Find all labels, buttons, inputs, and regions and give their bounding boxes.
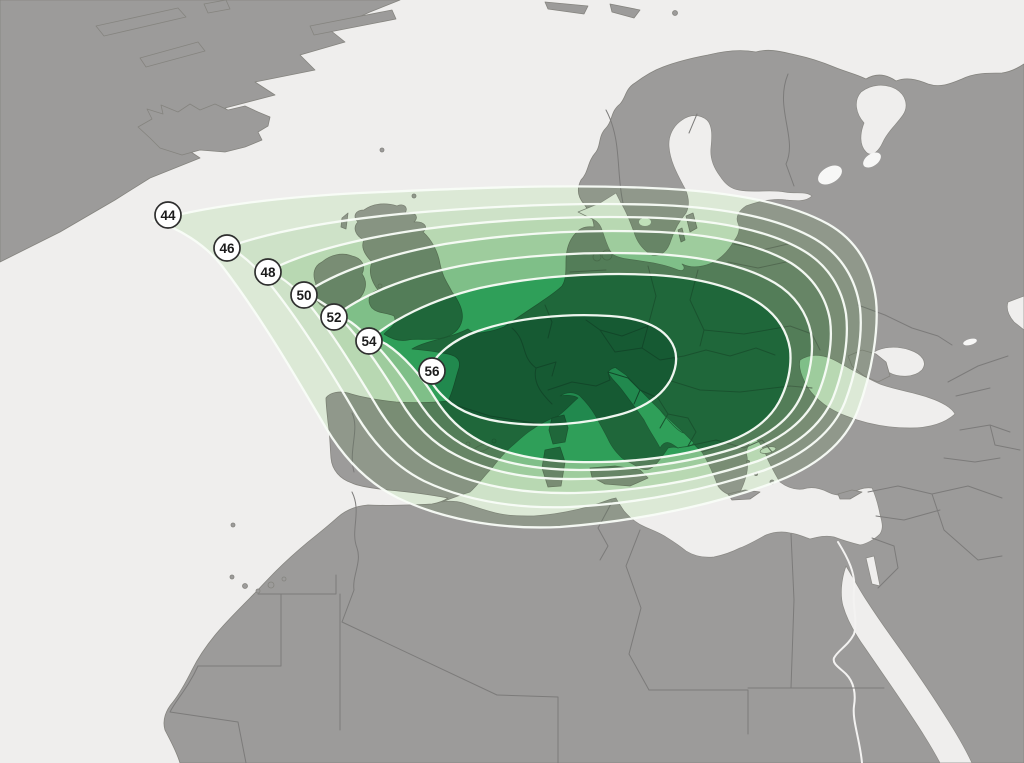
contour-badge-circle bbox=[320, 303, 348, 331]
lake-onega bbox=[863, 152, 881, 168]
canary-island-4 bbox=[267, 581, 275, 589]
contour-badge-label: 56 bbox=[424, 364, 440, 379]
canary-island-2 bbox=[242, 583, 248, 589]
jan-mayen-island bbox=[672, 10, 678, 16]
red-sea bbox=[840, 565, 973, 763]
canary-island-5 bbox=[281, 576, 287, 582]
contour-badge-label: 52 bbox=[326, 310, 341, 325]
contour-badge-circle bbox=[290, 281, 318, 309]
canary-island-1 bbox=[229, 574, 235, 580]
contour-badge-circle bbox=[418, 357, 446, 385]
white-sea bbox=[855, 84, 907, 155]
contour-badge-label: 44 bbox=[160, 208, 176, 223]
madeira-island bbox=[230, 522, 236, 528]
faroe-islands bbox=[379, 147, 385, 153]
canary-island-3 bbox=[255, 588, 261, 594]
badges-layer: 44 46 48 50 52 54 56 bbox=[154, 201, 446, 385]
contour-badge-label: 48 bbox=[260, 265, 276, 280]
contour-badge-circle bbox=[355, 327, 383, 355]
contour-badge-label: 50 bbox=[296, 288, 311, 303]
lake-ladoga bbox=[818, 165, 842, 185]
cyprus-island bbox=[837, 489, 863, 500]
greenland-islands bbox=[95, 0, 397, 68]
nile-river bbox=[832, 541, 863, 763]
contour-badge-label: 46 bbox=[219, 241, 235, 256]
contour-badge-circle bbox=[154, 201, 182, 229]
contour-badge-label: 54 bbox=[361, 334, 377, 349]
contour-badge-circle bbox=[213, 234, 241, 262]
svalbard-islands bbox=[544, 1, 641, 19]
contour-badge-circle bbox=[254, 258, 282, 286]
caspian-sea-edge bbox=[1006, 295, 1024, 331]
iceland bbox=[137, 103, 271, 156]
lake-manych bbox=[963, 338, 977, 346]
